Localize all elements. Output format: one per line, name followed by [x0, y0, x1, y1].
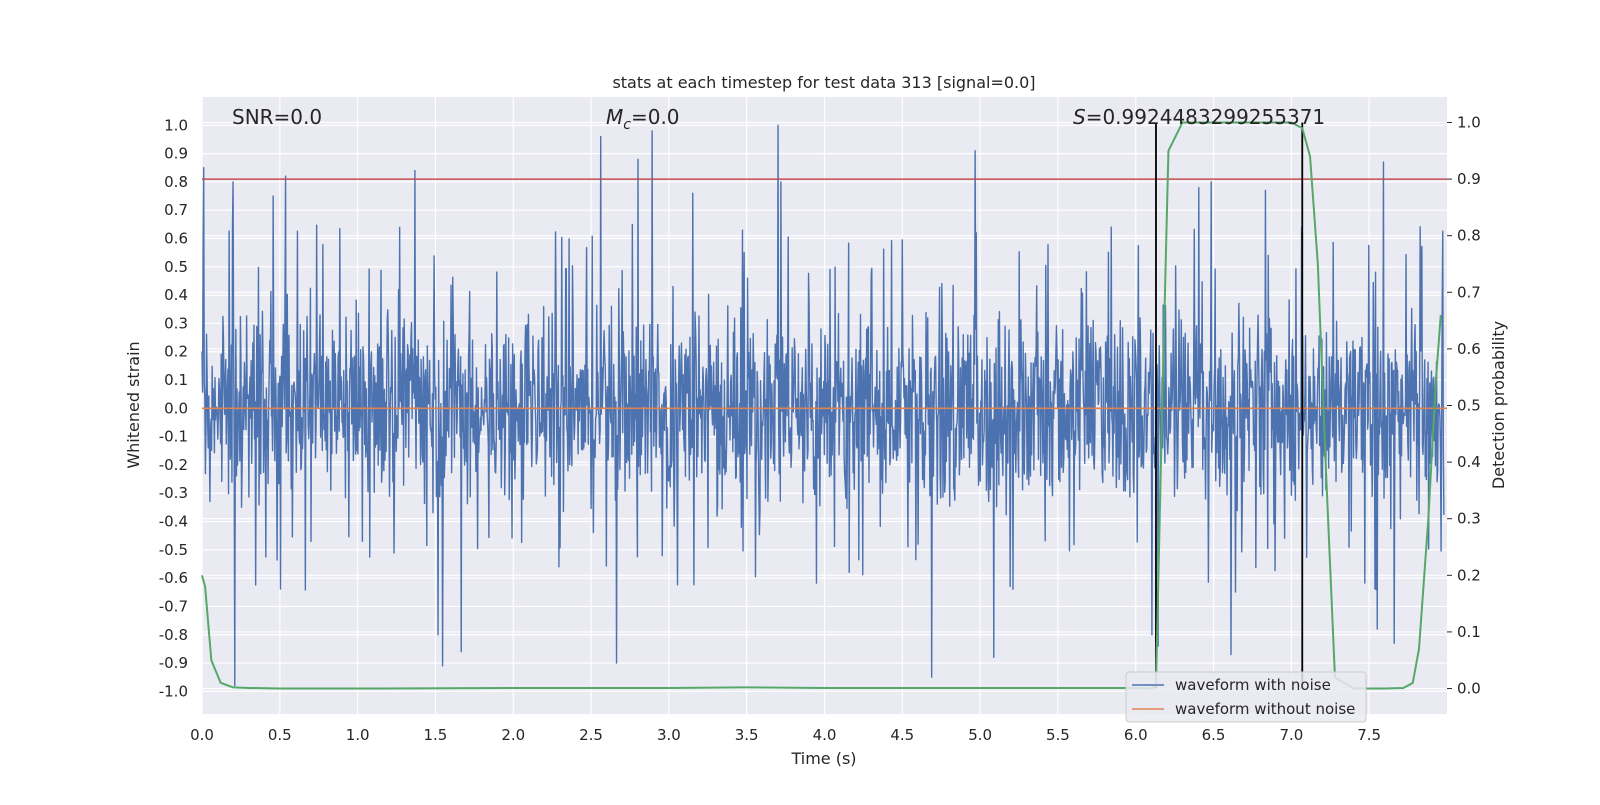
- s-symbol: S: [1073, 105, 1086, 129]
- chart-title: stats at each timestep for test data 313…: [612, 73, 1035, 92]
- y-left-tick-label: 0.0: [164, 399, 188, 417]
- legend: waveform with noise waveform without noi…: [1125, 671, 1367, 723]
- snr-annotation: SNR=0.0: [232, 105, 322, 129]
- y-right-tick-label: 0.7: [1457, 283, 1481, 301]
- y-left-tick-label: 1.0: [164, 116, 188, 134]
- mc-symbol: M: [606, 105, 623, 129]
- x-tick-label: 3.0: [657, 726, 681, 744]
- y-right-tick-label: 0.1: [1457, 623, 1481, 641]
- y-left-tick-label: -0.7: [159, 597, 188, 615]
- y-axis-right-label: Detection probability: [1489, 321, 1508, 489]
- x-tick-label: 1.0: [346, 726, 370, 744]
- y-right-tick-label: 0.9: [1457, 170, 1481, 188]
- x-tick-label: 0.0: [190, 726, 214, 744]
- y-left-tick-label: -0.1: [159, 428, 188, 446]
- y-right-tick-label: 0.3: [1457, 510, 1481, 528]
- x-tick-label: 7.0: [1279, 726, 1303, 744]
- y-right-tick-label: 0.8: [1457, 227, 1481, 245]
- y-right-tick-label: 0.5: [1457, 397, 1481, 415]
- y-axis-left-label: Whitened strain: [124, 341, 143, 468]
- x-tick-label: 2.0: [501, 726, 525, 744]
- y-right-tick-label: 0.0: [1457, 680, 1481, 698]
- mc-subscript: c: [623, 117, 631, 133]
- x-tick-label: 1.5: [424, 726, 448, 744]
- y-left-tick-label: 0.5: [164, 258, 188, 276]
- detection-stat-annotation: S=0.9924483299255371: [1073, 105, 1325, 129]
- y-left-tick-label: -0.5: [159, 541, 188, 559]
- y-left-tick-label: 0.2: [164, 343, 188, 361]
- y-left-tick-label: -1.0: [159, 682, 188, 700]
- x-axis-label: Time (s): [790, 749, 856, 768]
- y-left-tick-label: -0.2: [159, 456, 188, 474]
- x-tick-label: 5.0: [968, 726, 992, 744]
- y-left-tick-label: -0.8: [159, 626, 188, 644]
- x-tick-label: 4.5: [890, 726, 914, 744]
- series-waveform-with-noise: [201, 124, 1445, 687]
- mc-value: =0.0: [631, 105, 680, 129]
- x-tick-label: 3.5: [735, 726, 759, 744]
- y-left-tick-label: -0.9: [159, 654, 188, 672]
- y-left-tick-label: 0.7: [164, 201, 188, 219]
- noise-waveform-line: [201, 124, 1445, 687]
- y-left-tick-label: 0.1: [164, 371, 188, 389]
- y-left-tick-label: 0.6: [164, 230, 188, 248]
- y-left-tick-label: -0.6: [159, 569, 188, 587]
- y-right-tick-label: 0.4: [1457, 453, 1481, 471]
- x-tick-label: 0.5: [268, 726, 292, 744]
- chirp-mass-annotation: Mc=0.0: [606, 105, 680, 133]
- legend-box: [1125, 671, 1367, 723]
- x-tick-label: 5.5: [1046, 726, 1070, 744]
- y-left-tick-label: 0.9: [164, 145, 188, 163]
- x-tick-label: 6.0: [1124, 726, 1148, 744]
- y-left-tick-label: -0.4: [159, 513, 188, 531]
- y-left-tick-label: 0.8: [164, 173, 188, 191]
- y-left-tick-label: 0.3: [164, 314, 188, 332]
- x-tick-label: 4.0: [813, 726, 837, 744]
- s-value: =0.9924483299255371: [1086, 105, 1325, 129]
- tick-labels: 0.0 0.5 1.0 1.5 2.0 2.5 3.0 3.5 4.0 4.5 5.0 5.5 6.0 6…: [159, 113, 1481, 744]
- y-left-tick-label: 0.4: [164, 286, 188, 304]
- overlay-lines: [201, 121, 1447, 690]
- y-right-tick-label: 0.6: [1457, 340, 1481, 358]
- y-left-tick-label: -0.3: [159, 484, 188, 502]
- x-tick-label: 6.5: [1202, 726, 1226, 744]
- x-tick-label: 7.5: [1357, 726, 1381, 744]
- y-right-tick-label: 0.2: [1457, 566, 1481, 584]
- legend-label-clean: waveform without noise: [1175, 700, 1355, 718]
- detection-probability-line: [201, 121, 1442, 690]
- legend-label-noise: waveform with noise: [1175, 676, 1331, 694]
- x-tick-label: 2.5: [579, 726, 603, 744]
- y-right-tick-label: 1.0: [1457, 113, 1481, 131]
